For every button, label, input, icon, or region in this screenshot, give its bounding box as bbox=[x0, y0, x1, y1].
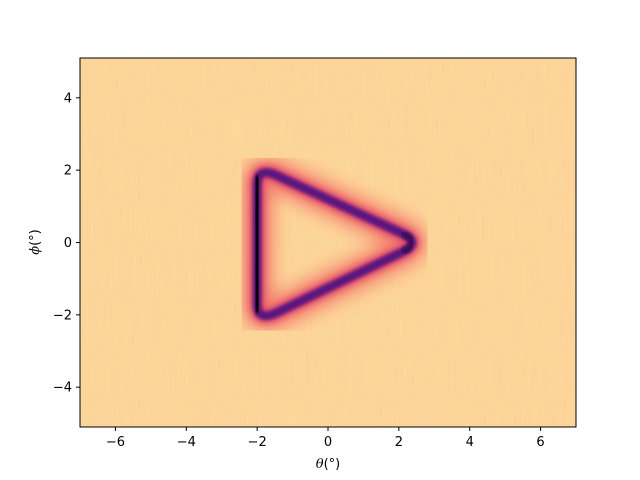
ring-left-edge bbox=[252, 175, 263, 313]
y-tick-label: 2 bbox=[64, 164, 72, 179]
y-tick-label: −2 bbox=[53, 308, 72, 323]
y-tick-label: 4 bbox=[64, 91, 72, 106]
y-tick-label: 0 bbox=[64, 236, 72, 251]
x-axis-label: θ(°) bbox=[316, 457, 340, 472]
x-tick-label: −4 bbox=[177, 435, 196, 450]
x-tick-label: −6 bbox=[106, 435, 125, 450]
y-tick-label: −4 bbox=[53, 381, 72, 396]
y-axis-ticks: −4 −2 0 2 4 bbox=[53, 91, 80, 396]
ring-feature bbox=[242, 157, 427, 331]
plot-area bbox=[80, 58, 576, 427]
x-axis-ticks: −6 −4 −2 0 2 4 6 bbox=[106, 427, 545, 450]
x-tick-label: −2 bbox=[248, 435, 267, 450]
x-tick-label: 0 bbox=[324, 435, 332, 450]
x-tick-label: 2 bbox=[395, 435, 403, 450]
x-tick-label: 6 bbox=[536, 435, 544, 450]
x-tick-label: 4 bbox=[466, 435, 474, 450]
y-axis-label: ϕ(°) bbox=[28, 229, 43, 255]
heatmap-noise bbox=[80, 58, 576, 427]
ring-right-corner bbox=[400, 230, 415, 255]
